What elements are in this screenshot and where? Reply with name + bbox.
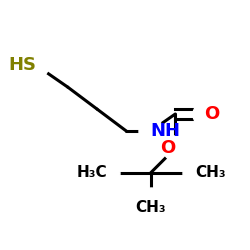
Text: CH₃: CH₃ [136,200,166,214]
Text: NH: NH [151,122,181,140]
Text: HS: HS [8,56,36,74]
Text: H₃C: H₃C [76,165,107,180]
Text: CH₃: CH₃ [195,165,226,180]
Text: O: O [204,105,220,123]
Text: O: O [160,139,175,157]
